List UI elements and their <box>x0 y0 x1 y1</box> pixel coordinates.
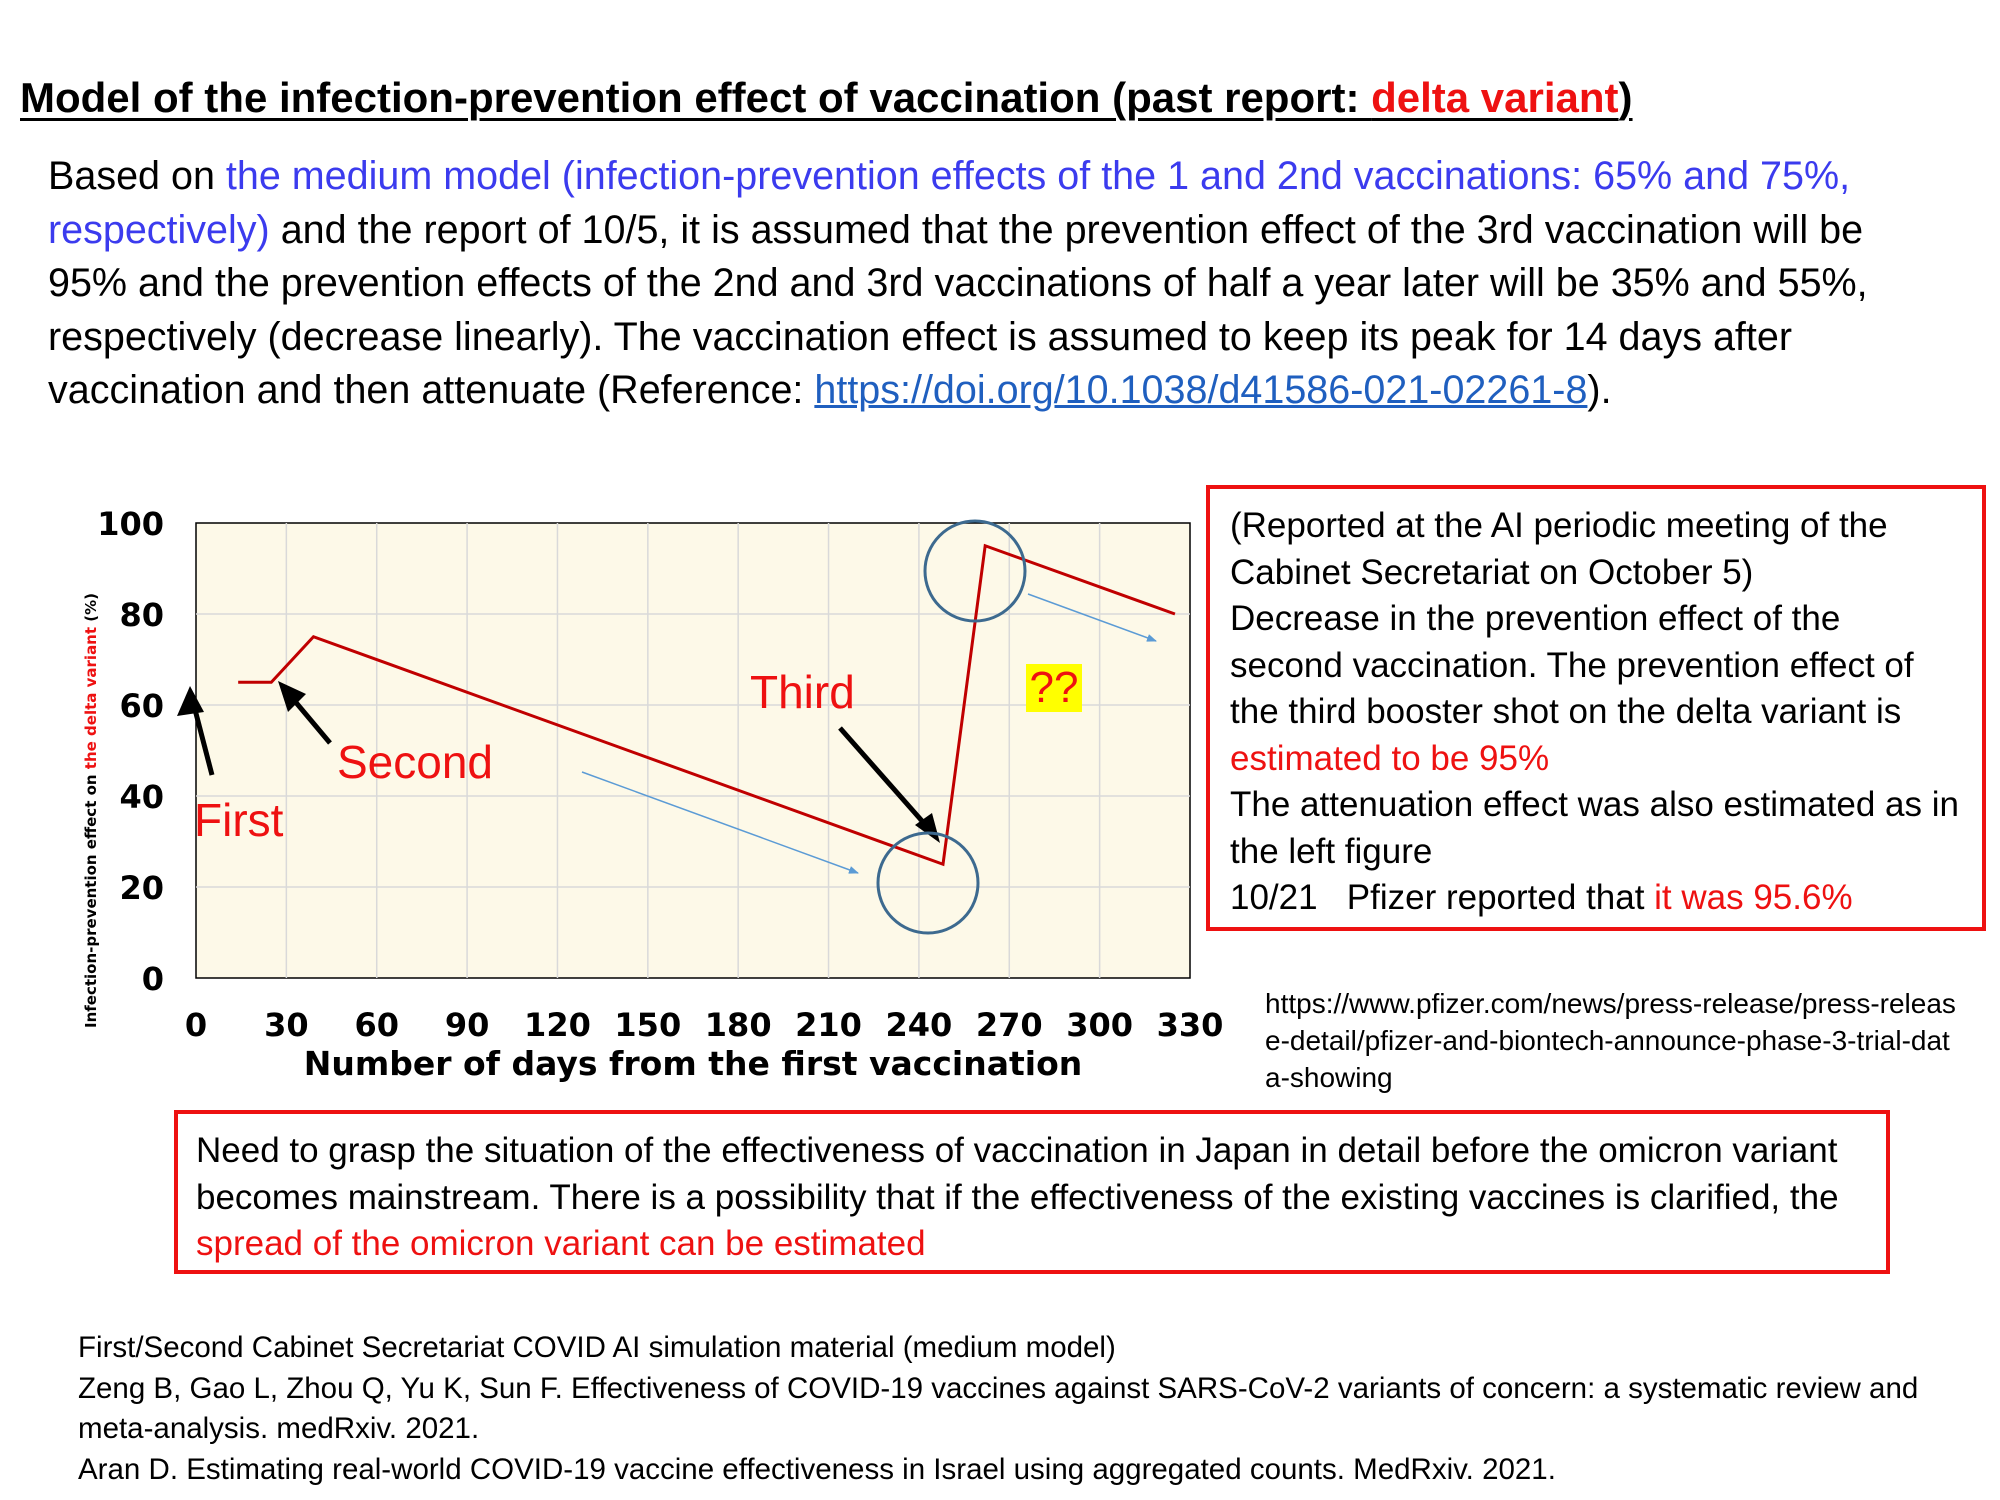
x-tick-label: 30 <box>264 1006 309 1044</box>
intro-text-3: ). <box>1587 368 1612 412</box>
x-tick-label: 60 <box>354 1006 399 1044</box>
x-tick-label: 0 <box>185 1006 207 1044</box>
reference-link[interactable]: https://doi.org/10.1038/d41586-021-02261… <box>814 368 1588 412</box>
y-tick-label: 0 <box>142 960 164 998</box>
references: First/Second Cabinet Secretariat COVID A… <box>78 1328 1958 1490</box>
report-line-4-text: 10/21 Pfizer reported that <box>1230 878 1655 917</box>
page-title: Model of the infection-prevention effect… <box>20 74 1633 122</box>
decline-arrow-2 <box>1027 593 1157 642</box>
omicron-note-text: Need to grasp the situation of the effec… <box>196 1131 1839 1217</box>
intro-medium-model: the medium model (infection-prevention e… <box>48 154 1851 252</box>
plot-area <box>195 522 1191 979</box>
x-tick-label: 270 <box>976 1006 1043 1044</box>
reference-item: Zeng B, Gao L, Zhou Q, Yu K, Sun F. Effe… <box>78 1371 1919 1446</box>
second-label: Second <box>337 736 493 788</box>
gridlines <box>196 523 1190 978</box>
x-tick-label: 330 <box>1157 1006 1224 1044</box>
report-line-4: 10/21 Pfizer reported that it was 95.6% <box>1230 875 1962 922</box>
x-tick-label: 90 <box>445 1006 490 1044</box>
report-line-3: The attenuation effect was also estimate… <box>1230 785 1959 871</box>
series-layer <box>238 543 1176 867</box>
reference-item: Aran D. Estimating real-world COVID-19 v… <box>78 1452 1556 1486</box>
title-close: ) <box>1618 74 1633 121</box>
chart-svg: 0 20 40 60 80 100 0 30 60 90 120 150 180 210 240 270 30… <box>82 505 1224 1083</box>
x-tick-label: 300 <box>1066 1006 1133 1044</box>
second-arrow-head <box>278 681 306 712</box>
y-axis-label-part: (%) <box>82 593 100 627</box>
y-tick-label: 40 <box>119 778 164 816</box>
x-tick-labels: 0 30 60 90 120 150 180 210 240 270 300 330 <box>185 1006 1224 1044</box>
omicron-note-box: Need to grasp the situation of the effec… <box>174 1110 1890 1274</box>
third-arrow <box>838 726 932 832</box>
report-line-2-highlight: estimated to be 95% <box>1230 738 1550 778</box>
report-line-1: (Reported at the AI periodic meeting of … <box>1230 506 1888 592</box>
omicron-note-highlight: spread of the omicron variant can be est… <box>196 1224 926 1263</box>
third-label: Third <box>750 666 855 718</box>
trough-circle <box>876 831 980 935</box>
x-tick-label: 210 <box>795 1006 862 1044</box>
intro-text-1: Based on <box>48 154 226 198</box>
title-highlight: delta variant <box>1371 74 1619 121</box>
question-label: ?? <box>1030 663 1079 712</box>
y-tick-label: 60 <box>119 687 164 725</box>
y-tick-label: 20 <box>119 869 164 907</box>
intro-text-2: and the report of 10/5, it is assumed th… <box>48 207 1868 413</box>
y-tick-label: 80 <box>119 596 164 634</box>
y-tick-labels: 0 20 40 60 80 100 <box>97 505 164 998</box>
third-arrow-head <box>915 813 940 843</box>
question-highlight <box>1026 664 1082 712</box>
title-main: Model of the infection-prevention effect… <box>20 74 1372 121</box>
y-axis-label: Infection-prevention effect on the delta… <box>82 593 100 1028</box>
pfizer-source-link[interactable]: https://www.pfizer.com/news/press-releas… <box>1265 988 1956 1093</box>
x-tick-label: 180 <box>705 1006 772 1044</box>
series-line <box>238 543 1176 867</box>
vaccine-effect-chart: 0 20 40 60 80 100 0 30 60 90 120 150 180 210 240 270 30… <box>0 480 1230 1100</box>
intro-paragraph: Based on the medium model (infection-pre… <box>48 150 1898 418</box>
x-tick-label: 120 <box>524 1006 591 1044</box>
peak-circle <box>923 519 1027 623</box>
x-axis-label: Number of days from the first vaccinatio… <box>304 1044 1082 1083</box>
y-tick-label: 100 <box>97 505 164 543</box>
x-tick-label: 150 <box>614 1006 681 1044</box>
y-axis-label-part: Infection-prevention effect on <box>82 769 100 1028</box>
report-line-4-highlight: it was 95.6% <box>1654 878 1853 917</box>
report-line-2-text: Decrease in the prevention effect of the… <box>1230 599 1914 731</box>
decline-arrow <box>581 771 859 874</box>
report-annotation-box: (Reported at the AI periodic meeting of … <box>1206 485 1986 931</box>
report-line-2: Decrease in the prevention effect of the… <box>1230 596 1962 782</box>
first-arrow-head <box>177 686 204 716</box>
first-label: First <box>194 794 284 846</box>
y-axis-label-part: the delta variant <box>82 627 100 769</box>
x-tick-label: 240 <box>886 1006 953 1044</box>
reference-item: First/Second Cabinet Secretariat COVID A… <box>78 1331 1116 1364</box>
